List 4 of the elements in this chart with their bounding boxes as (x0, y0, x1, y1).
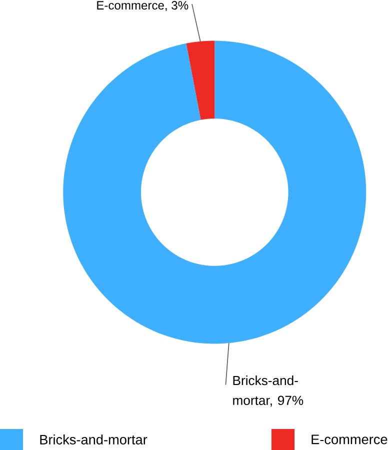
data-label: E-commerce, 3% (97, 1, 188, 11)
legend-label: Bricks-and-mortar (40, 434, 148, 444)
data-label: Bricks-and-mortar, 97% (233, 376, 304, 407)
legend-label: E-commerce (312, 434, 388, 444)
